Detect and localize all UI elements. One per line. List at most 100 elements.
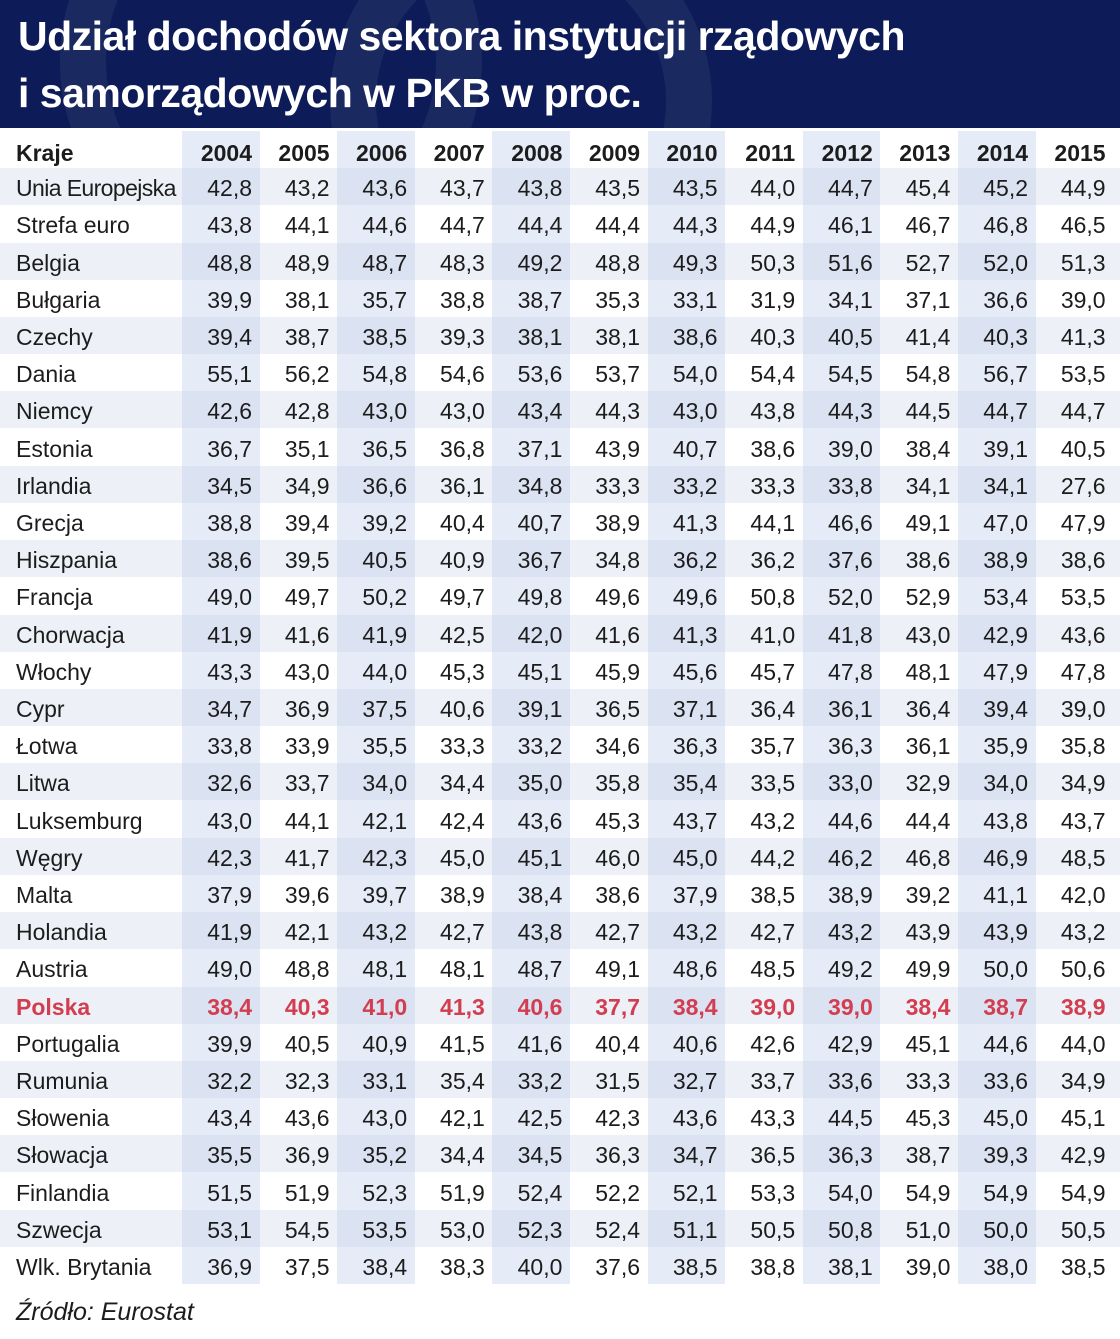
value-cell: 36,3	[672, 733, 718, 760]
value-cell: 41,3	[672, 621, 718, 648]
country-label: Finlandia	[16, 1179, 110, 1206]
value-cell: 38,9	[828, 882, 873, 908]
country-label: Bułgaria	[16, 286, 101, 313]
value-cell: 41,0	[750, 621, 796, 648]
row-stripe	[0, 391, 1120, 429]
value-cell: 38,9	[983, 547, 1028, 574]
value-cell: 38,5	[750, 882, 796, 908]
value-cell: 41,6	[284, 621, 330, 648]
value-cell: 36,4	[750, 696, 796, 722]
table-row: Dania 55,1 56,2 54,8 54,6 53,6 53,7 54,0 54,4 54,…	[0, 356, 1120, 393]
table-row: Włochy 43,3 43,0 44,0 45,3 45,1 45,9 45,6 45,7 47…	[0, 654, 1120, 691]
value-cell: 37,1	[672, 696, 718, 722]
value-cell: 35,9	[983, 733, 1028, 760]
value-cell: 44,3	[828, 398, 873, 425]
value-cell: 52,1	[672, 1179, 718, 1206]
value-cell: 36,6	[983, 286, 1028, 313]
value-cell: 38,9	[440, 882, 485, 908]
value-cell: 33,3	[440, 733, 485, 760]
value-cell: 33,6	[983, 1068, 1028, 1094]
value-cell: 39,1	[983, 435, 1028, 462]
value-cell: 46,0	[595, 844, 640, 871]
value-cell: 45,1	[905, 1030, 951, 1057]
value-cell: 56,2	[284, 361, 330, 388]
value-cell: 37,9	[672, 882, 718, 908]
country-label: Szwecja	[16, 1216, 102, 1243]
value-cell: 38,6	[595, 882, 640, 908]
value-cell: 34,5	[207, 472, 252, 499]
chart-title: Udział dochodów sektora instytucji rządo…	[18, 8, 1110, 122]
country-label: Hiszpania	[16, 547, 117, 574]
value-cell: 32,3	[284, 1068, 330, 1094]
value-cell: 33,3	[905, 1068, 951, 1094]
table-row: Wlk. Brytania 36,9 37,5 38,4 38,3 40,0 37,6 38,…	[0, 1249, 1120, 1286]
value-cell: 43,6	[362, 175, 408, 202]
value-cell: 43,5	[595, 175, 640, 202]
value-cell: 54,8	[905, 361, 951, 388]
value-cell: 44,7	[1060, 398, 1106, 425]
value-cell: 43,6	[517, 807, 563, 834]
value-cell: 34,7	[207, 696, 252, 722]
table-row: Hiszpania 38,6 39,5 40,5 40,9 36,7 34,8 36,2 36,…	[0, 542, 1120, 579]
value-cell: 51,9	[440, 1179, 485, 1206]
value-cell: 44,4	[517, 212, 563, 239]
value-cell: 53,1	[207, 1216, 252, 1243]
table-row: Portugalia 39,9 40,5 40,9 41,5 41,6 40,4 40,6 42…	[0, 1026, 1120, 1063]
value-cell: 44,1	[284, 807, 330, 834]
value-cell: 50,8	[750, 584, 796, 611]
value-cell: 40,5	[284, 1030, 330, 1057]
value-cell: 36,7	[517, 547, 563, 574]
value-cell: 44,6	[983, 1030, 1028, 1057]
value-cell: 40,5	[362, 547, 408, 574]
value-cell: 38,5	[672, 1254, 718, 1280]
value-cell: 34,1	[828, 286, 873, 313]
value-cell: 40,7	[517, 510, 563, 536]
value-cell: 51,3	[1060, 249, 1106, 276]
value-cell: 45,9	[595, 658, 640, 685]
row-stripe	[0, 540, 1120, 578]
table-row: Holandia 41,9 42,1 43,2 42,7 43,8 42,7 43,2 42,7…	[0, 914, 1120, 951]
value-cell: 40,6	[440, 696, 485, 722]
column-band	[802, 131, 881, 1285]
value-cell: 52,2	[595, 1179, 640, 1206]
value-cell: 54,9	[983, 1179, 1028, 1206]
country-label: Portugalia	[16, 1030, 120, 1057]
value-cell: 54,9	[905, 1179, 951, 1206]
value-cell: 36,9	[284, 696, 330, 722]
column-band	[182, 131, 260, 1285]
value-cell: 35,8	[1060, 733, 1106, 760]
value-cell: 54,9	[1060, 1179, 1106, 1206]
value-cell: 52,0	[828, 584, 873, 611]
row-stripe	[0, 168, 1120, 206]
value-cell: 43,3	[750, 1105, 796, 1132]
value-cell: 47,9	[983, 658, 1028, 685]
title-line-2: i samorządowych w PKB w proc.	[18, 70, 642, 116]
value-cell: 42,7	[440, 919, 485, 946]
value-cell: 44,3	[672, 212, 718, 239]
value-cell: 40,6	[672, 1030, 718, 1057]
value-cell: 33,0	[828, 770, 873, 797]
value-cell: 39,9	[207, 286, 252, 313]
value-cell: 43,6	[1060, 621, 1106, 648]
value-cell: 42,7	[595, 919, 640, 946]
value-cell: 36,2	[672, 547, 718, 574]
table-row-highlight: Polska 38,4 40,3 41,0 41,3 40,6 37,7 38,4 39,0 39…	[0, 989, 1120, 1026]
table-row: Finlandia 51,5 51,9 52,3 51,9 52,4 52,2 52,1 53,…	[0, 1175, 1120, 1212]
value-cell: 50,3	[750, 249, 796, 276]
value-cell: 38,7	[905, 1142, 951, 1169]
value-cell: 50,5	[750, 1216, 796, 1243]
value-cell: 44,7	[440, 212, 485, 239]
value-cell: 52,3	[517, 1216, 563, 1243]
value-cell: 44,1	[750, 510, 796, 536]
year-header: 2013	[899, 140, 951, 166]
source-note: Źródło: Eurostat	[16, 1298, 194, 1326]
value-cell: 46,5	[1060, 212, 1106, 239]
value-cell: 48,6	[672, 956, 718, 983]
value-cell: 45,1	[517, 844, 563, 871]
value-cell: 48,7	[517, 956, 563, 983]
value-cell: 36,1	[440, 472, 485, 499]
value-cell: 43,8	[517, 175, 563, 202]
value-cell: 39,7	[362, 882, 408, 908]
row-stripe	[0, 614, 1120, 652]
country-label: Malta	[16, 882, 73, 908]
